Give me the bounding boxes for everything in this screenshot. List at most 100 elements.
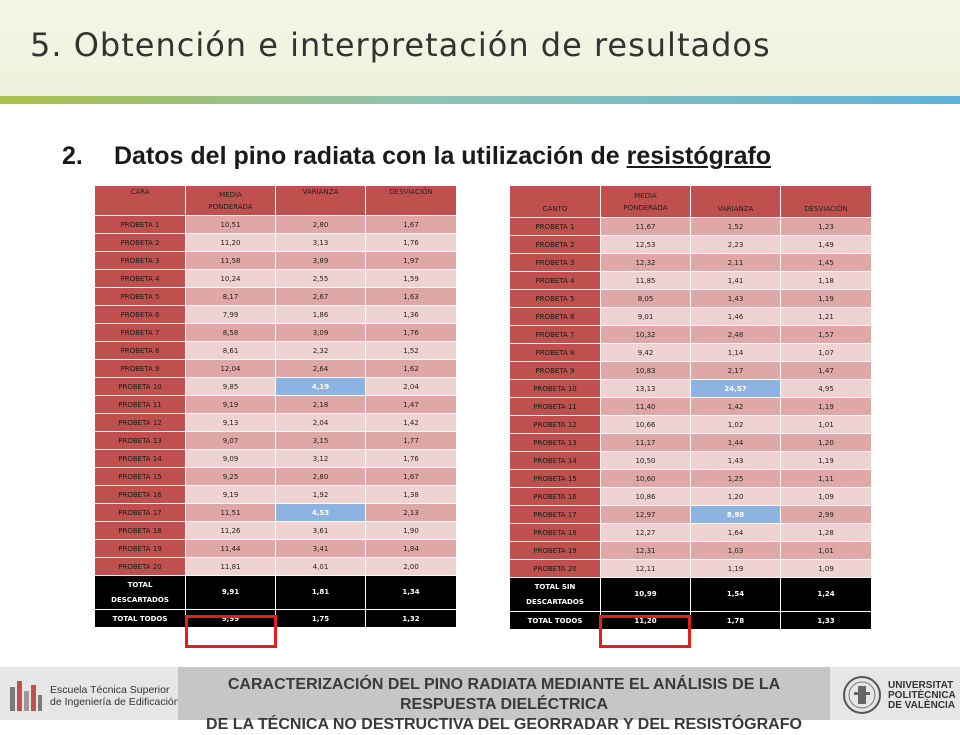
school-name-line2: de Ingeniería de Edificación (50, 696, 180, 708)
table-cell: 3,13 (276, 234, 366, 252)
row-label: PROBETA 1 (95, 216, 186, 234)
cara-results-table: CARA MEDIA PONDERADA VARIANZA DESVIACIÓN … (95, 186, 457, 628)
table-row: PROBETA 5 8,05 1,43 1,19 (510, 290, 872, 308)
table-cell: 1,45 (781, 254, 872, 272)
table-cell: 1,43 (691, 290, 781, 308)
right-total-highlight-box (599, 615, 691, 648)
table-cell: 1,76 (366, 450, 457, 468)
university-seal-icon (843, 676, 881, 714)
university-name: UNIVERSITAT POLITÈCNICA DE VALÈNCIA (888, 681, 956, 711)
table-cell: 1,09 (781, 560, 872, 578)
table-cell: 10,50 (601, 452, 691, 470)
table-cell: 1,52 (366, 342, 457, 360)
total-all-row: TOTAL TODOS 11,20 1,78 1,33 (510, 612, 872, 630)
row-label: PROBETA 18 (510, 524, 601, 542)
slide-header (0, 0, 960, 96)
table-cell: 1,25 (691, 470, 781, 488)
table-cell: 2,13 (366, 504, 457, 522)
row-label: PROBETA 4 (95, 270, 186, 288)
table-row: PROBETA 20 11,81 4,01 2,00 (95, 558, 457, 576)
table-cell: 4,01 (276, 558, 366, 576)
row-label: PROBETA 11 (510, 398, 601, 416)
table-cell: 2,23 (691, 236, 781, 254)
table-cell: 1,36 (366, 306, 457, 324)
table-row: PROBETA 16 10,86 1,20 1,09 (510, 488, 872, 506)
row-label: PROBETA 20 (510, 560, 601, 578)
table-cell: 11,40 (601, 398, 691, 416)
table-row: PROBETA 6 7,99 1,86 1,36 (95, 306, 457, 324)
table-cell: 1,86 (276, 306, 366, 324)
total-label: TOTAL TODOS (95, 610, 186, 628)
table-row: PROBETA 13 11,17 1,44 1,20 (510, 434, 872, 452)
table-cell: 11,26 (186, 522, 276, 540)
table-cell: 1,01 (781, 416, 872, 434)
table-cell: 3,09 (276, 324, 366, 342)
table-cell: 11,81 (186, 558, 276, 576)
table-cell: 2,55 (276, 270, 366, 288)
total-cell: 1,32 (366, 610, 457, 628)
table-cell: 1,20 (781, 434, 872, 452)
table-row: PROBETA 14 10,50 1,43 1,19 (510, 452, 872, 470)
table-body: PROBETA 1 11,67 1,52 1,23 PROBETA 2 12,53 2,23… (510, 218, 872, 630)
row-label: PROBETA 16 (510, 488, 601, 506)
row-label: PROBETA 4 (510, 272, 601, 290)
table-cell: 1,03 (691, 542, 781, 560)
table-cell: 1,14 (691, 344, 781, 362)
highlighted-cell: 4,53 (276, 504, 366, 522)
highlighted-cell: 24,57 (691, 380, 781, 398)
table-cell: 3,61 (276, 522, 366, 540)
table-cell: 9,25 (186, 468, 276, 486)
total-row: TOTAL SIN DESCARTADOS 10,99 1,54 1,24 (510, 578, 872, 612)
table-cell: 1,64 (691, 524, 781, 542)
table-row: PROBETA 10 13,13 24,57 4,95 (510, 380, 872, 398)
row-label: PROBETA 1 (510, 218, 601, 236)
table-cell: 1,47 (366, 396, 457, 414)
row-label: PROBETA 12 (510, 416, 601, 434)
table-cell: 2,32 (276, 342, 366, 360)
table-cell: 2,64 (276, 360, 366, 378)
table-row: PROBETA 1 11,67 1,52 1,23 (510, 218, 872, 236)
left-total-highlight-box (185, 615, 277, 648)
table-cell: 1,90 (366, 522, 457, 540)
table-cell: 3,15 (276, 432, 366, 450)
table-cell: 1,38 (366, 486, 457, 504)
row-label: PROBETA 17 (510, 506, 601, 524)
table-cell: 9,85 (186, 378, 276, 396)
table-row: PROBETA 12 9,13 2,04 1,42 (95, 414, 457, 432)
table-cell: 1,19 (781, 290, 872, 308)
footer-banner-line2: DE LA TÉCNICA NO DESTRUCTIVA DEL GEORRAD… (206, 716, 802, 733)
total-cell: 1,54 (691, 578, 781, 612)
table-cell: 1,57 (781, 326, 872, 344)
table-row: PROBETA 10 9,85 4,19 2,04 (95, 378, 457, 396)
row-label: PROBETA 9 (510, 362, 601, 380)
row-label: PROBETA 13 (510, 434, 601, 452)
table-row: PROBETA 2 11,20 3,13 1,76 (95, 234, 457, 252)
table-cell: 3,12 (276, 450, 366, 468)
table-cell: 9,07 (186, 432, 276, 450)
table-cell: 9,42 (601, 344, 691, 362)
table-cell: 4,95 (781, 380, 872, 398)
highlighted-cell: 4,19 (276, 378, 366, 396)
table-row: PROBETA 19 12,31 1,03 1,01 (510, 542, 872, 560)
table-row: PROBETA 14 9,09 3,12 1,76 (95, 450, 457, 468)
row-label: PROBETA 18 (95, 522, 186, 540)
table-row: PROBETA 8 9,42 1,14 1,07 (510, 344, 872, 362)
table-row: PROBETA 9 10,83 2,17 1,47 (510, 362, 872, 380)
table-row: PROBETA 8 8,61 2,32 1,52 (95, 342, 457, 360)
table-cell: 12,11 (601, 560, 691, 578)
etsie-logo-icon (10, 681, 42, 711)
table-cell: 1,67 (366, 468, 457, 486)
total-label: TOTAL TODOS (510, 612, 601, 630)
table-cell: 2,80 (276, 468, 366, 486)
table-cell: 12,04 (186, 360, 276, 378)
table-cell: 1,07 (781, 344, 872, 362)
table-cell: 1,21 (781, 308, 872, 326)
table-cell: 12,32 (601, 254, 691, 272)
row-label: PROBETA 20 (95, 558, 186, 576)
table-row: PROBETA 7 10,32 2,48 1,57 (510, 326, 872, 344)
table-row: PROBETA 3 11,58 3,89 1,97 (95, 252, 457, 270)
highlighted-cell: 8,98 (691, 506, 781, 524)
table-cell: 1,41 (691, 272, 781, 290)
university-name-line1: UNIVERSITAT (888, 680, 954, 691)
table-cell: 11,17 (601, 434, 691, 452)
